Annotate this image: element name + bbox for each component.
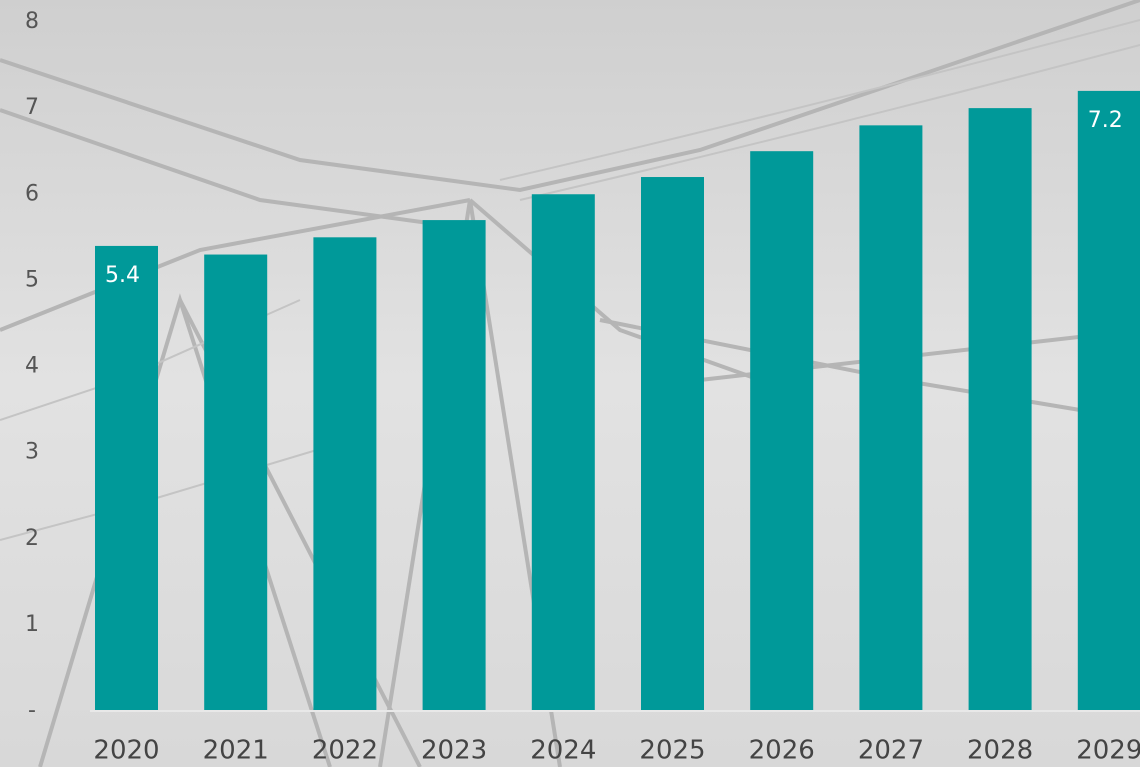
y-tick-label: 8 (25, 9, 39, 34)
y-tick-label: 4 (25, 354, 39, 379)
x-tick-label: 2028 (967, 736, 1033, 766)
y-tick-label: - (28, 698, 36, 723)
bar (968, 108, 1032, 711)
bar (641, 177, 704, 711)
x-tick-label: 2025 (639, 736, 705, 766)
x-tick-label: 2022 (312, 736, 378, 766)
bar (313, 237, 377, 711)
y-tick-label: 2 (25, 526, 39, 551)
bar (859, 125, 923, 712)
y-tick-label: 7 (25, 95, 39, 120)
y-tick-label: 6 (25, 181, 39, 206)
x-tick-label: 2021 (203, 736, 269, 766)
bar (1077, 90, 1140, 711)
bar (422, 220, 486, 711)
y-tick-label: 5 (25, 267, 39, 292)
y-tick-label: 1 (25, 612, 39, 637)
x-tick-label: 2020 (93, 736, 159, 766)
y-tick-label: 3 (25, 440, 39, 465)
data-label: 7.2 (1088, 108, 1123, 133)
x-tick-label: 2027 (858, 736, 924, 766)
bar (531, 194, 595, 711)
data-label: 5.4 (105, 263, 140, 288)
x-tick-label: 2024 (530, 736, 596, 766)
bar (204, 254, 268, 711)
bar (750, 151, 814, 711)
x-tick-label: 2026 (749, 736, 815, 766)
x-tick-label: 2023 (421, 736, 487, 766)
bar (95, 245, 158, 712)
x-tick-label: 2029 (1076, 736, 1140, 766)
